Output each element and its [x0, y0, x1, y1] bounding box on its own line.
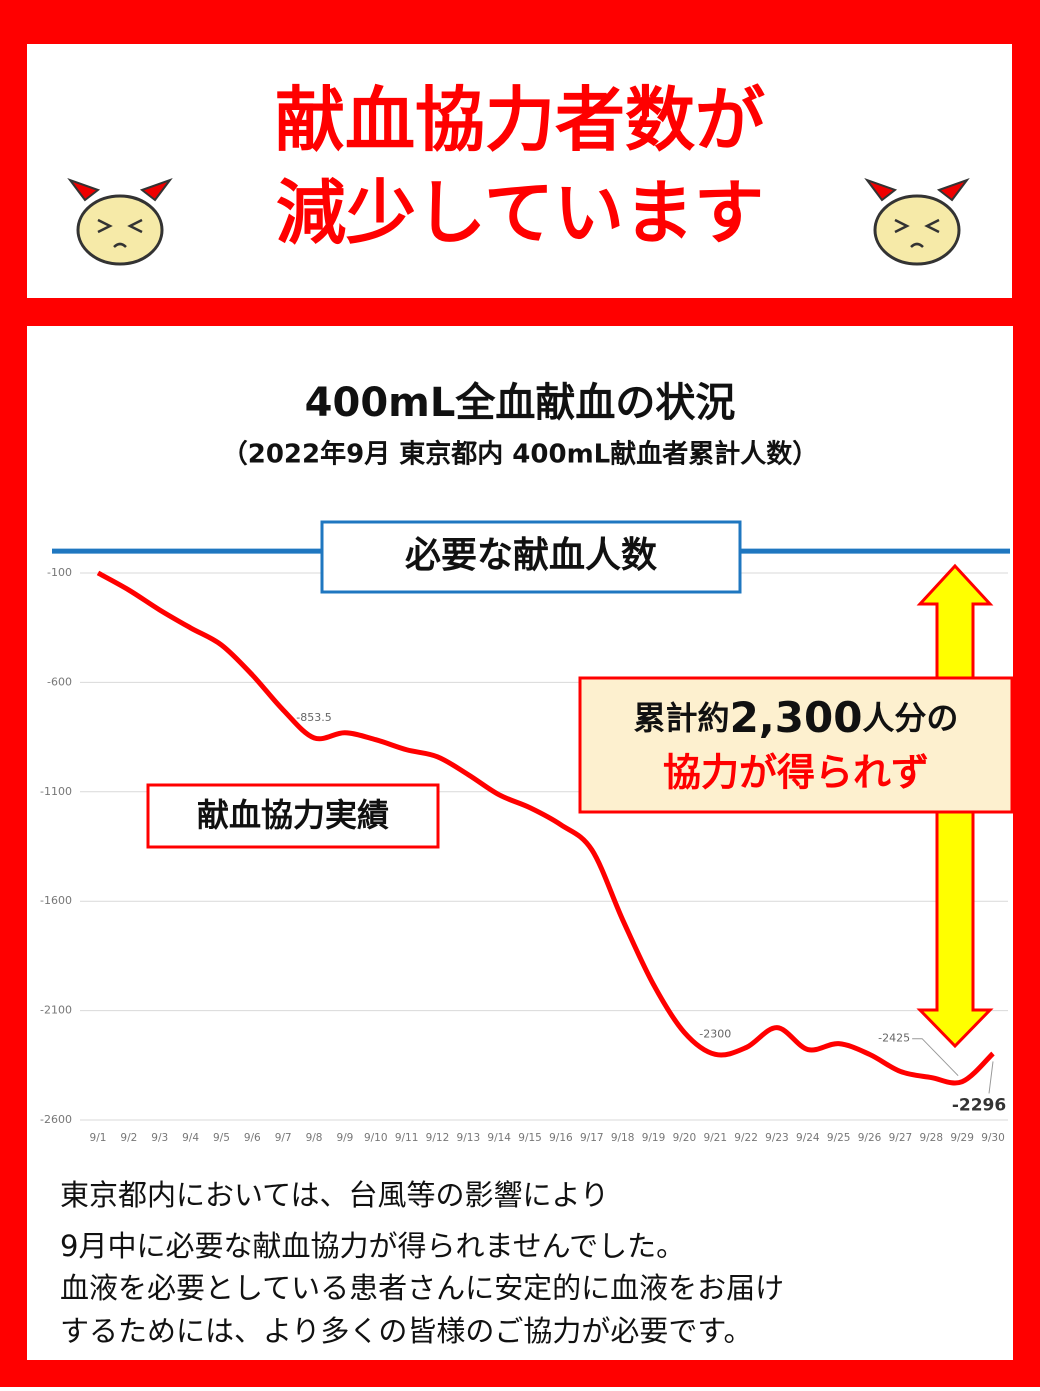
- x-tick-label: 9/24: [796, 1132, 820, 1144]
- y-tick-label: -2600: [40, 1113, 72, 1126]
- header-title: 減少しています: [276, 172, 764, 254]
- x-tick-label: 9/8: [306, 1132, 323, 1144]
- plot: -100 -600 -1100 -1600 -2100 -2600 9/1 9/2 9/3 9/4…: [40, 520, 1010, 1144]
- callout-part: 累計約: [634, 699, 730, 737]
- x-tick-label: 9/13: [457, 1132, 481, 1144]
- leader-line: [912, 1038, 959, 1077]
- data-label: -2300: [699, 1027, 731, 1040]
- x-tick-label: 9/1: [90, 1132, 107, 1144]
- x-tick-label: 9/20: [673, 1132, 697, 1144]
- footer-text: するためには、より多くの皆様のご協力が必要です。: [60, 1314, 753, 1348]
- y-tick-label: -2100: [40, 1004, 72, 1017]
- x-tick-label: 9/7: [275, 1132, 292, 1144]
- callout-text: 協力が得られず: [663, 751, 929, 795]
- callout-box: [578, 676, 1014, 814]
- callout-text: 累計約2,300人分の: [634, 693, 959, 742]
- x-tick-label: 9/22: [734, 1132, 758, 1144]
- footer-text: 9月中に必要な献血協力が得られませんでした。: [60, 1229, 685, 1263]
- x-tick-label: 9/6: [244, 1132, 261, 1144]
- x-tick-label: 9/16: [549, 1132, 573, 1144]
- footer-text: 東京都内においては、台風等の影響により: [60, 1178, 609, 1212]
- x-tick-label: 9/15: [518, 1132, 542, 1144]
- overlay: 累計約2,300人分の 協力が得られず 献血協力実績: [146, 563, 1014, 1049]
- y-tick-label: -1600: [40, 894, 72, 907]
- target-label-box: [320, 520, 742, 594]
- data-label: -853.5: [296, 711, 331, 724]
- chart-title: 400mL全血献血の状況: [305, 380, 736, 426]
- x-tick-label: 9/12: [426, 1132, 450, 1144]
- x-tick-label: 9/30: [981, 1132, 1005, 1144]
- x-tick-label: 9/23: [765, 1132, 789, 1144]
- leader-line: [988, 1061, 994, 1094]
- x-tick-label: 9/11: [395, 1132, 419, 1144]
- y-tick-label: -100: [47, 566, 72, 579]
- series-label: 献血協力実績: [197, 796, 389, 834]
- data-label: -2296: [952, 1095, 1006, 1115]
- x-tick-label: 9/29: [950, 1132, 974, 1144]
- x-tick-label: 9/27: [889, 1132, 913, 1144]
- x-tick-label: 9/17: [580, 1132, 604, 1144]
- x-tick-label: 9/19: [642, 1132, 666, 1144]
- data-line: [96, 570, 995, 1086]
- chart-subtitle: （2022年9月 東京都内 400mL献血者累計人数）: [222, 439, 819, 470]
- callout-part: 人分の: [862, 699, 958, 737]
- y-tick-label: -1100: [40, 785, 72, 798]
- header-panel: [27, 44, 1012, 298]
- x-tick-label: 9/2: [120, 1132, 137, 1144]
- x-tick-label: 9/4: [182, 1132, 199, 1144]
- x-tick-label: 9/3: [151, 1132, 168, 1144]
- callout-part: 2,300: [730, 693, 863, 742]
- x-tick-label: 9/28: [919, 1132, 943, 1144]
- x-tick-label: 9/14: [487, 1132, 511, 1144]
- x-tick-label: 9/9: [336, 1132, 353, 1144]
- x-tick-label: 9/25: [827, 1132, 851, 1144]
- face-icon: [67, 177, 173, 266]
- header-title: 献血協力者数が: [275, 79, 765, 161]
- x-tick-label: 9/21: [703, 1132, 727, 1144]
- x-tick-label: 9/18: [611, 1132, 635, 1144]
- series-label-box: [146, 783, 440, 849]
- x-tick-label: 9/5: [213, 1132, 230, 1144]
- y-tick-label: -600: [47, 675, 72, 688]
- x-tick-label: 9/26: [858, 1132, 882, 1144]
- data-label: -2425: [878, 1032, 910, 1045]
- footer-text: 血液を必要としている患者さんに安定的に血液をお届け: [60, 1271, 784, 1305]
- face-icon: [864, 177, 970, 266]
- target-label: 必要な献血人数: [405, 535, 657, 576]
- x-tick-label: 9/10: [364, 1132, 388, 1144]
